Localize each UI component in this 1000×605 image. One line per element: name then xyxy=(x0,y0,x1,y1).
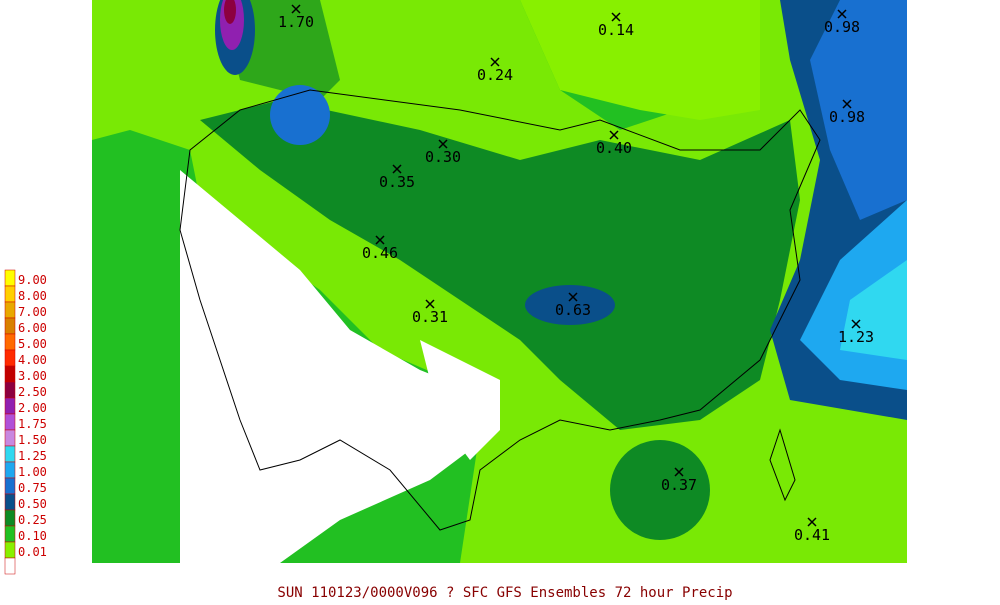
legend-swatch xyxy=(4,477,16,495)
legend-label: 2.50 xyxy=(18,385,47,399)
point-marker xyxy=(611,12,621,22)
legend-swatch xyxy=(4,413,16,431)
legend-swatch xyxy=(4,557,16,575)
legend-swatch xyxy=(4,333,16,351)
point-label: 0.40 xyxy=(596,139,632,157)
point-marker xyxy=(375,235,385,245)
point-label: 0.14 xyxy=(598,21,634,39)
legend-label: 1.25 xyxy=(18,449,47,463)
point-label: 0.37 xyxy=(661,476,697,494)
point-label: 0.41 xyxy=(794,526,830,544)
legend-label: 1.00 xyxy=(18,465,47,479)
point-marker xyxy=(425,299,435,309)
legend-label: 5.00 xyxy=(18,337,47,351)
legend-label: 3.00 xyxy=(18,369,47,383)
point-label: 0.63 xyxy=(555,301,591,319)
legend-swatch xyxy=(4,365,16,383)
legend-label: 2.00 xyxy=(18,401,47,415)
point-marker xyxy=(438,139,448,149)
legend-label: 1.75 xyxy=(18,417,47,431)
point-marker xyxy=(837,9,847,19)
point-label: 0.30 xyxy=(425,148,461,166)
point-label: 0.24 xyxy=(477,66,513,84)
legend-label: 0.75 xyxy=(18,481,47,495)
legend-swatch xyxy=(4,301,16,319)
precip-field xyxy=(92,0,907,563)
legend-label: 6.00 xyxy=(18,321,47,335)
legend-label: 0.50 xyxy=(18,497,47,511)
legend-swatch xyxy=(4,381,16,399)
point-label: 1.23 xyxy=(838,328,874,346)
point-label: 0.46 xyxy=(362,244,398,262)
legend-swatch xyxy=(4,461,16,479)
legend-label: 0.01 xyxy=(18,545,47,559)
legend-swatch xyxy=(4,493,16,511)
point-label: 0.98 xyxy=(829,108,865,126)
point-label: 0.98 xyxy=(824,18,860,36)
point-marker xyxy=(807,517,817,527)
point-label: 1.70 xyxy=(278,13,314,31)
legend-label: 7.00 xyxy=(18,305,47,319)
legend-label: 1.50 xyxy=(18,433,47,447)
legend-label: 4.00 xyxy=(18,353,47,367)
point-marker xyxy=(291,4,301,14)
point-marker xyxy=(609,130,619,140)
legend-label: 0.25 xyxy=(18,513,47,527)
legend-swatch xyxy=(4,285,16,303)
legend-swatch xyxy=(4,429,16,447)
map-footer: SUN 110123/0000V096 ? SFC GFS Ensembles … xyxy=(277,585,732,600)
point-marker xyxy=(851,319,861,329)
point-label: 0.31 xyxy=(412,308,448,326)
legend-swatch xyxy=(4,525,16,543)
point-marker xyxy=(842,99,852,109)
legend-swatch xyxy=(4,317,16,335)
legend-swatch xyxy=(4,445,16,463)
point-label: 0.35 xyxy=(379,173,415,191)
legend-label: 0.10 xyxy=(18,529,47,543)
legend-swatch xyxy=(4,269,16,287)
point-marker xyxy=(490,57,500,67)
legend-swatch xyxy=(4,397,16,415)
point-marker xyxy=(392,164,402,174)
legend-label: 8.00 xyxy=(18,289,47,303)
legend-label: 9.00 xyxy=(18,273,47,287)
legend-swatch xyxy=(4,509,16,527)
point-marker xyxy=(568,292,578,302)
legend-swatch xyxy=(4,349,16,367)
legend-swatch xyxy=(4,541,16,559)
point-marker xyxy=(674,467,684,477)
